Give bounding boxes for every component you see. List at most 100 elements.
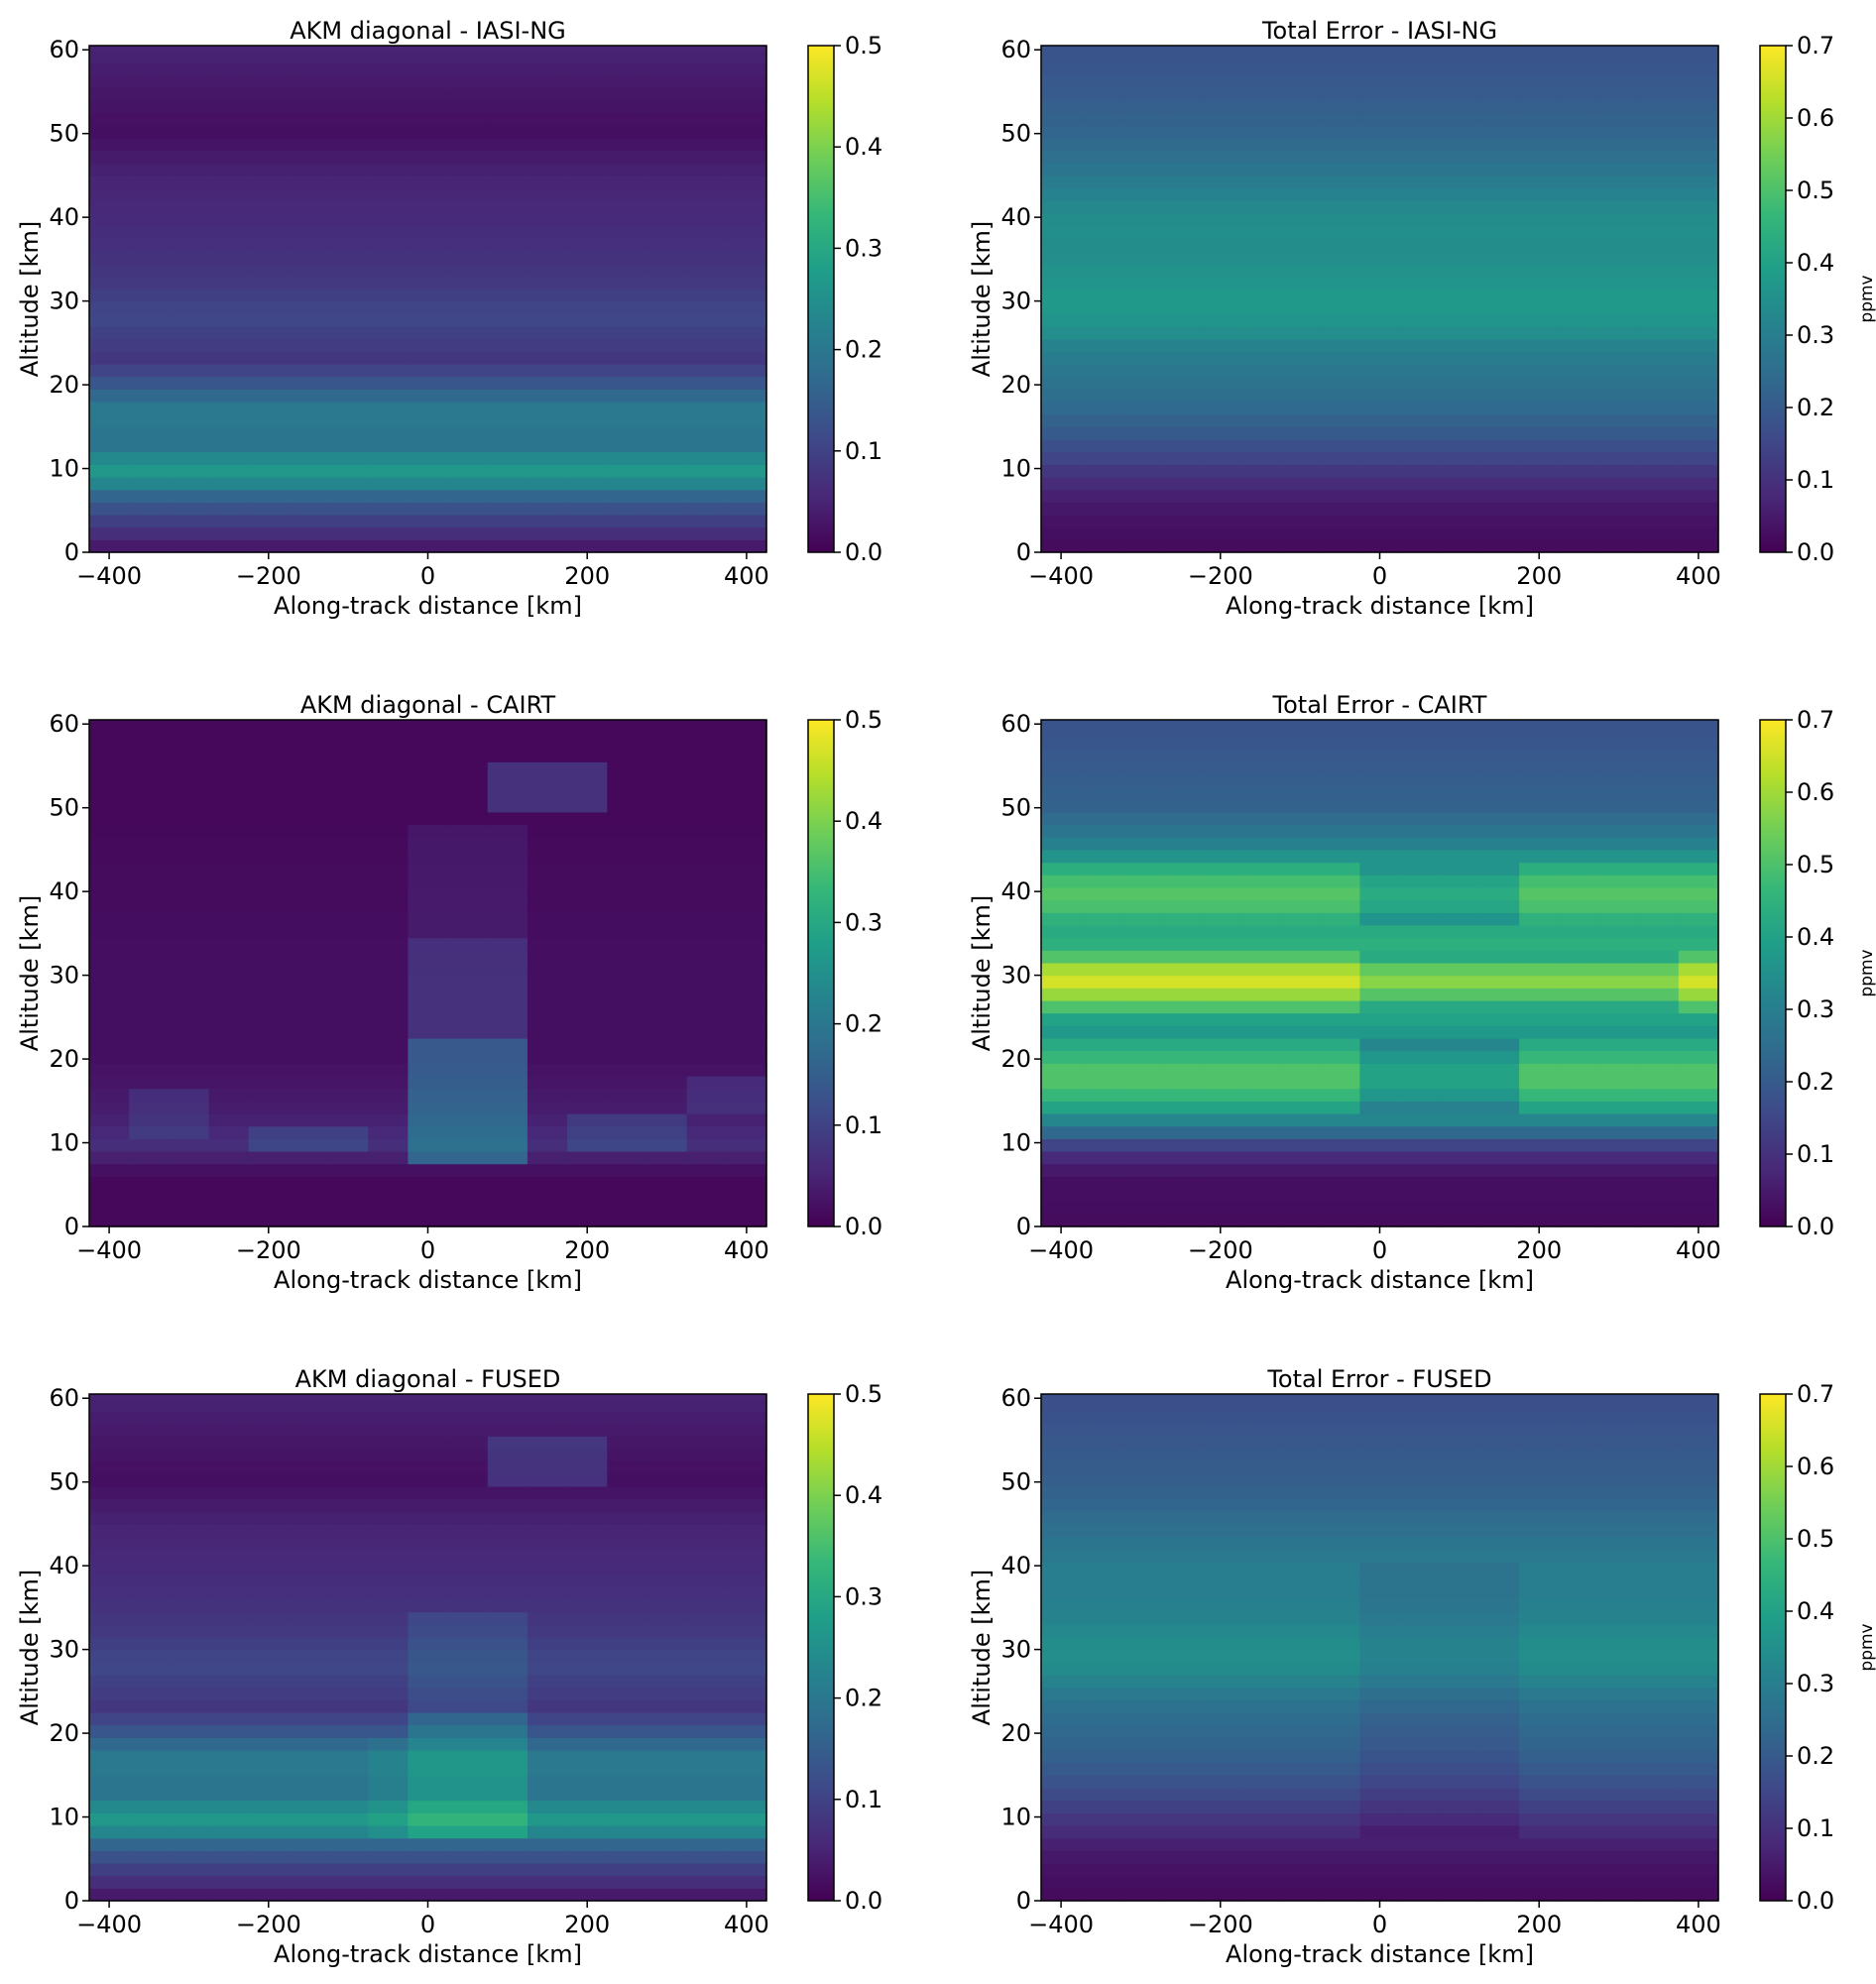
heatmap-cell — [1160, 1125, 1202, 1139]
heatmap-cell — [129, 313, 170, 327]
heatmap-cell — [1478, 1050, 1520, 1064]
heatmap-cell — [1041, 1724, 1082, 1738]
heatmap-cell — [447, 1611, 489, 1625]
heatmap-cell — [1200, 988, 1241, 1001]
heatmap-cell — [646, 1586, 688, 1600]
heatmap-cell — [89, 338, 130, 352]
heatmap-cell — [89, 376, 130, 390]
heatmap-cell — [1559, 351, 1600, 365]
heatmap-cell — [1678, 886, 1719, 901]
heatmap-cell — [447, 937, 489, 951]
heatmap-cell — [248, 401, 290, 415]
heatmap-cell — [1478, 1649, 1520, 1663]
heatmap-cell — [328, 438, 369, 453]
heatmap-cell — [89, 1812, 130, 1826]
heatmap-cell — [646, 1012, 688, 1026]
heatmap-cell — [129, 720, 170, 725]
heatmap-cell — [1598, 924, 1640, 939]
heatmap-cell — [1120, 1063, 1162, 1077]
heatmap-cell — [169, 46, 210, 51]
heatmap-cell — [89, 539, 130, 553]
heatmap-cell — [1041, 389, 1082, 403]
heatmap-cell — [487, 736, 528, 751]
x-tick-label: −400 — [1028, 1236, 1094, 1264]
heatmap-cell — [607, 351, 648, 365]
heatmap-cell — [208, 1101, 250, 1114]
heatmap-cell — [686, 476, 728, 491]
heatmap-cell — [607, 761, 648, 775]
heatmap-cell — [1519, 988, 1560, 1001]
heatmap-cell — [129, 413, 170, 427]
heatmap-cell — [328, 937, 369, 951]
heatmap-cell — [1598, 1485, 1640, 1500]
heatmap-cell — [1439, 1498, 1480, 1512]
y-tick-label: 30 — [49, 1636, 79, 1664]
heatmap-cell — [368, 1699, 410, 1713]
heatmap-cell — [1598, 811, 1640, 826]
heatmap-cell — [1041, 1394, 1082, 1399]
heatmap-cell — [1678, 276, 1719, 290]
heatmap-cell — [1041, 137, 1082, 152]
heatmap-cell — [1478, 1824, 1520, 1839]
heatmap-cell — [1200, 1875, 1241, 1889]
heatmap-cell — [607, 1394, 648, 1399]
heatmap-cell — [527, 1561, 568, 1576]
heatmap-cell — [1678, 773, 1719, 788]
heatmap-cell — [567, 720, 608, 725]
heatmap-cell — [1239, 1498, 1281, 1512]
heatmap-cell — [527, 1485, 568, 1500]
heatmap-cell — [1439, 786, 1480, 800]
heatmap-cell — [1439, 1448, 1480, 1462]
heatmap-cell — [1320, 1800, 1361, 1813]
heatmap-cell — [1120, 363, 1162, 378]
heatmap-cell — [89, 937, 130, 951]
heatmap-cell — [726, 325, 767, 340]
heatmap-cell — [1041, 1549, 1082, 1563]
heatmap-cell — [1160, 413, 1202, 427]
heatmap-cell — [1519, 1837, 1560, 1851]
heatmap-cell — [408, 1112, 449, 1127]
heatmap-cell — [1120, 1824, 1162, 1839]
heatmap-cell — [607, 962, 648, 977]
heatmap-cell — [408, 376, 449, 390]
heatmap-cell — [89, 1800, 130, 1813]
heatmap-cell — [1200, 849, 1241, 864]
y-tick-label: 0 — [1016, 1213, 1031, 1240]
heatmap-cell — [1678, 988, 1719, 1001]
heatmap-cell — [607, 1862, 648, 1877]
heatmap-cell — [1519, 1075, 1560, 1090]
heatmap-cell — [1478, 1423, 1520, 1437]
heatmap-cell — [1120, 1394, 1162, 1399]
heatmap-cell — [288, 1574, 329, 1587]
heatmap-cell — [447, 263, 489, 277]
heatmap-cell — [1160, 773, 1202, 788]
colorbar-tick-label: 0.3 — [845, 908, 882, 936]
heatmap-cell — [686, 761, 728, 775]
heatmap-cell — [1638, 300, 1680, 314]
heatmap-cell — [1280, 1448, 1321, 1462]
heatmap-cell — [447, 1850, 489, 1864]
heatmap-cell — [1081, 1410, 1121, 1425]
heatmap-cell — [408, 464, 449, 478]
heatmap-cell — [1638, 1163, 1680, 1177]
heatmap-cell — [1638, 937, 1680, 951]
heatmap-cell — [567, 413, 608, 427]
heatmap-cell — [248, 1050, 290, 1064]
heatmap-cell — [1478, 539, 1520, 553]
heatmap-cell — [1478, 489, 1520, 503]
heatmap-cell — [1200, 1125, 1241, 1139]
heatmap-cell — [686, 1448, 728, 1462]
colorbar-tick-label: 0.3 — [845, 234, 882, 262]
heatmap-cell — [527, 1138, 568, 1152]
heatmap-cell — [288, 811, 329, 826]
heatmap-cell — [368, 811, 410, 826]
heatmap-cell — [1359, 999, 1401, 1014]
heatmap-cell — [1200, 1812, 1241, 1826]
heatmap-cell — [1041, 1824, 1082, 1839]
heatmap-cell — [447, 1150, 489, 1165]
heatmap-cell — [368, 351, 410, 365]
heatmap-cell — [1399, 389, 1441, 403]
heatmap-cell — [169, 799, 210, 813]
heatmap-cell — [1081, 212, 1121, 227]
heatmap-cell — [1399, 1850, 1441, 1864]
